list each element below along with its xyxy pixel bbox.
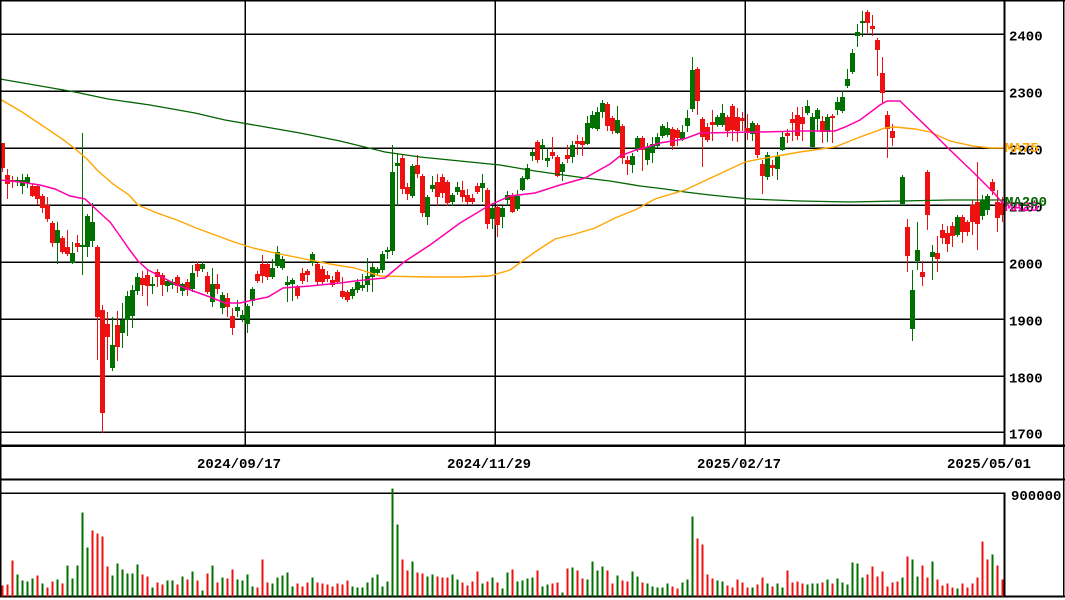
svg-text:900000: 900000 [1011, 489, 1061, 505]
svg-text:MA75: MA75 [1005, 141, 1039, 157]
svg-text:MA200: MA200 [1005, 195, 1047, 211]
svg-text:1800: 1800 [1009, 372, 1043, 388]
svg-text:2024/11/29: 2024/11/29 [447, 457, 531, 473]
svg-text:2025/05/01: 2025/05/01 [947, 457, 1031, 473]
svg-text:2024/09/17: 2024/09/17 [197, 457, 281, 473]
svg-text:2300: 2300 [1009, 87, 1043, 103]
svg-text:MA25: MA25 [1005, 200, 1039, 216]
svg-text:2400: 2400 [1009, 30, 1043, 46]
svg-text:2200: 2200 [1009, 144, 1043, 160]
svg-text:2000: 2000 [1009, 258, 1043, 274]
svg-text:1900: 1900 [1009, 315, 1043, 331]
svg-text:1700: 1700 [1009, 428, 1043, 444]
svg-text:2100: 2100 [1009, 201, 1043, 217]
svg-text:2025/02/17: 2025/02/17 [697, 457, 781, 473]
